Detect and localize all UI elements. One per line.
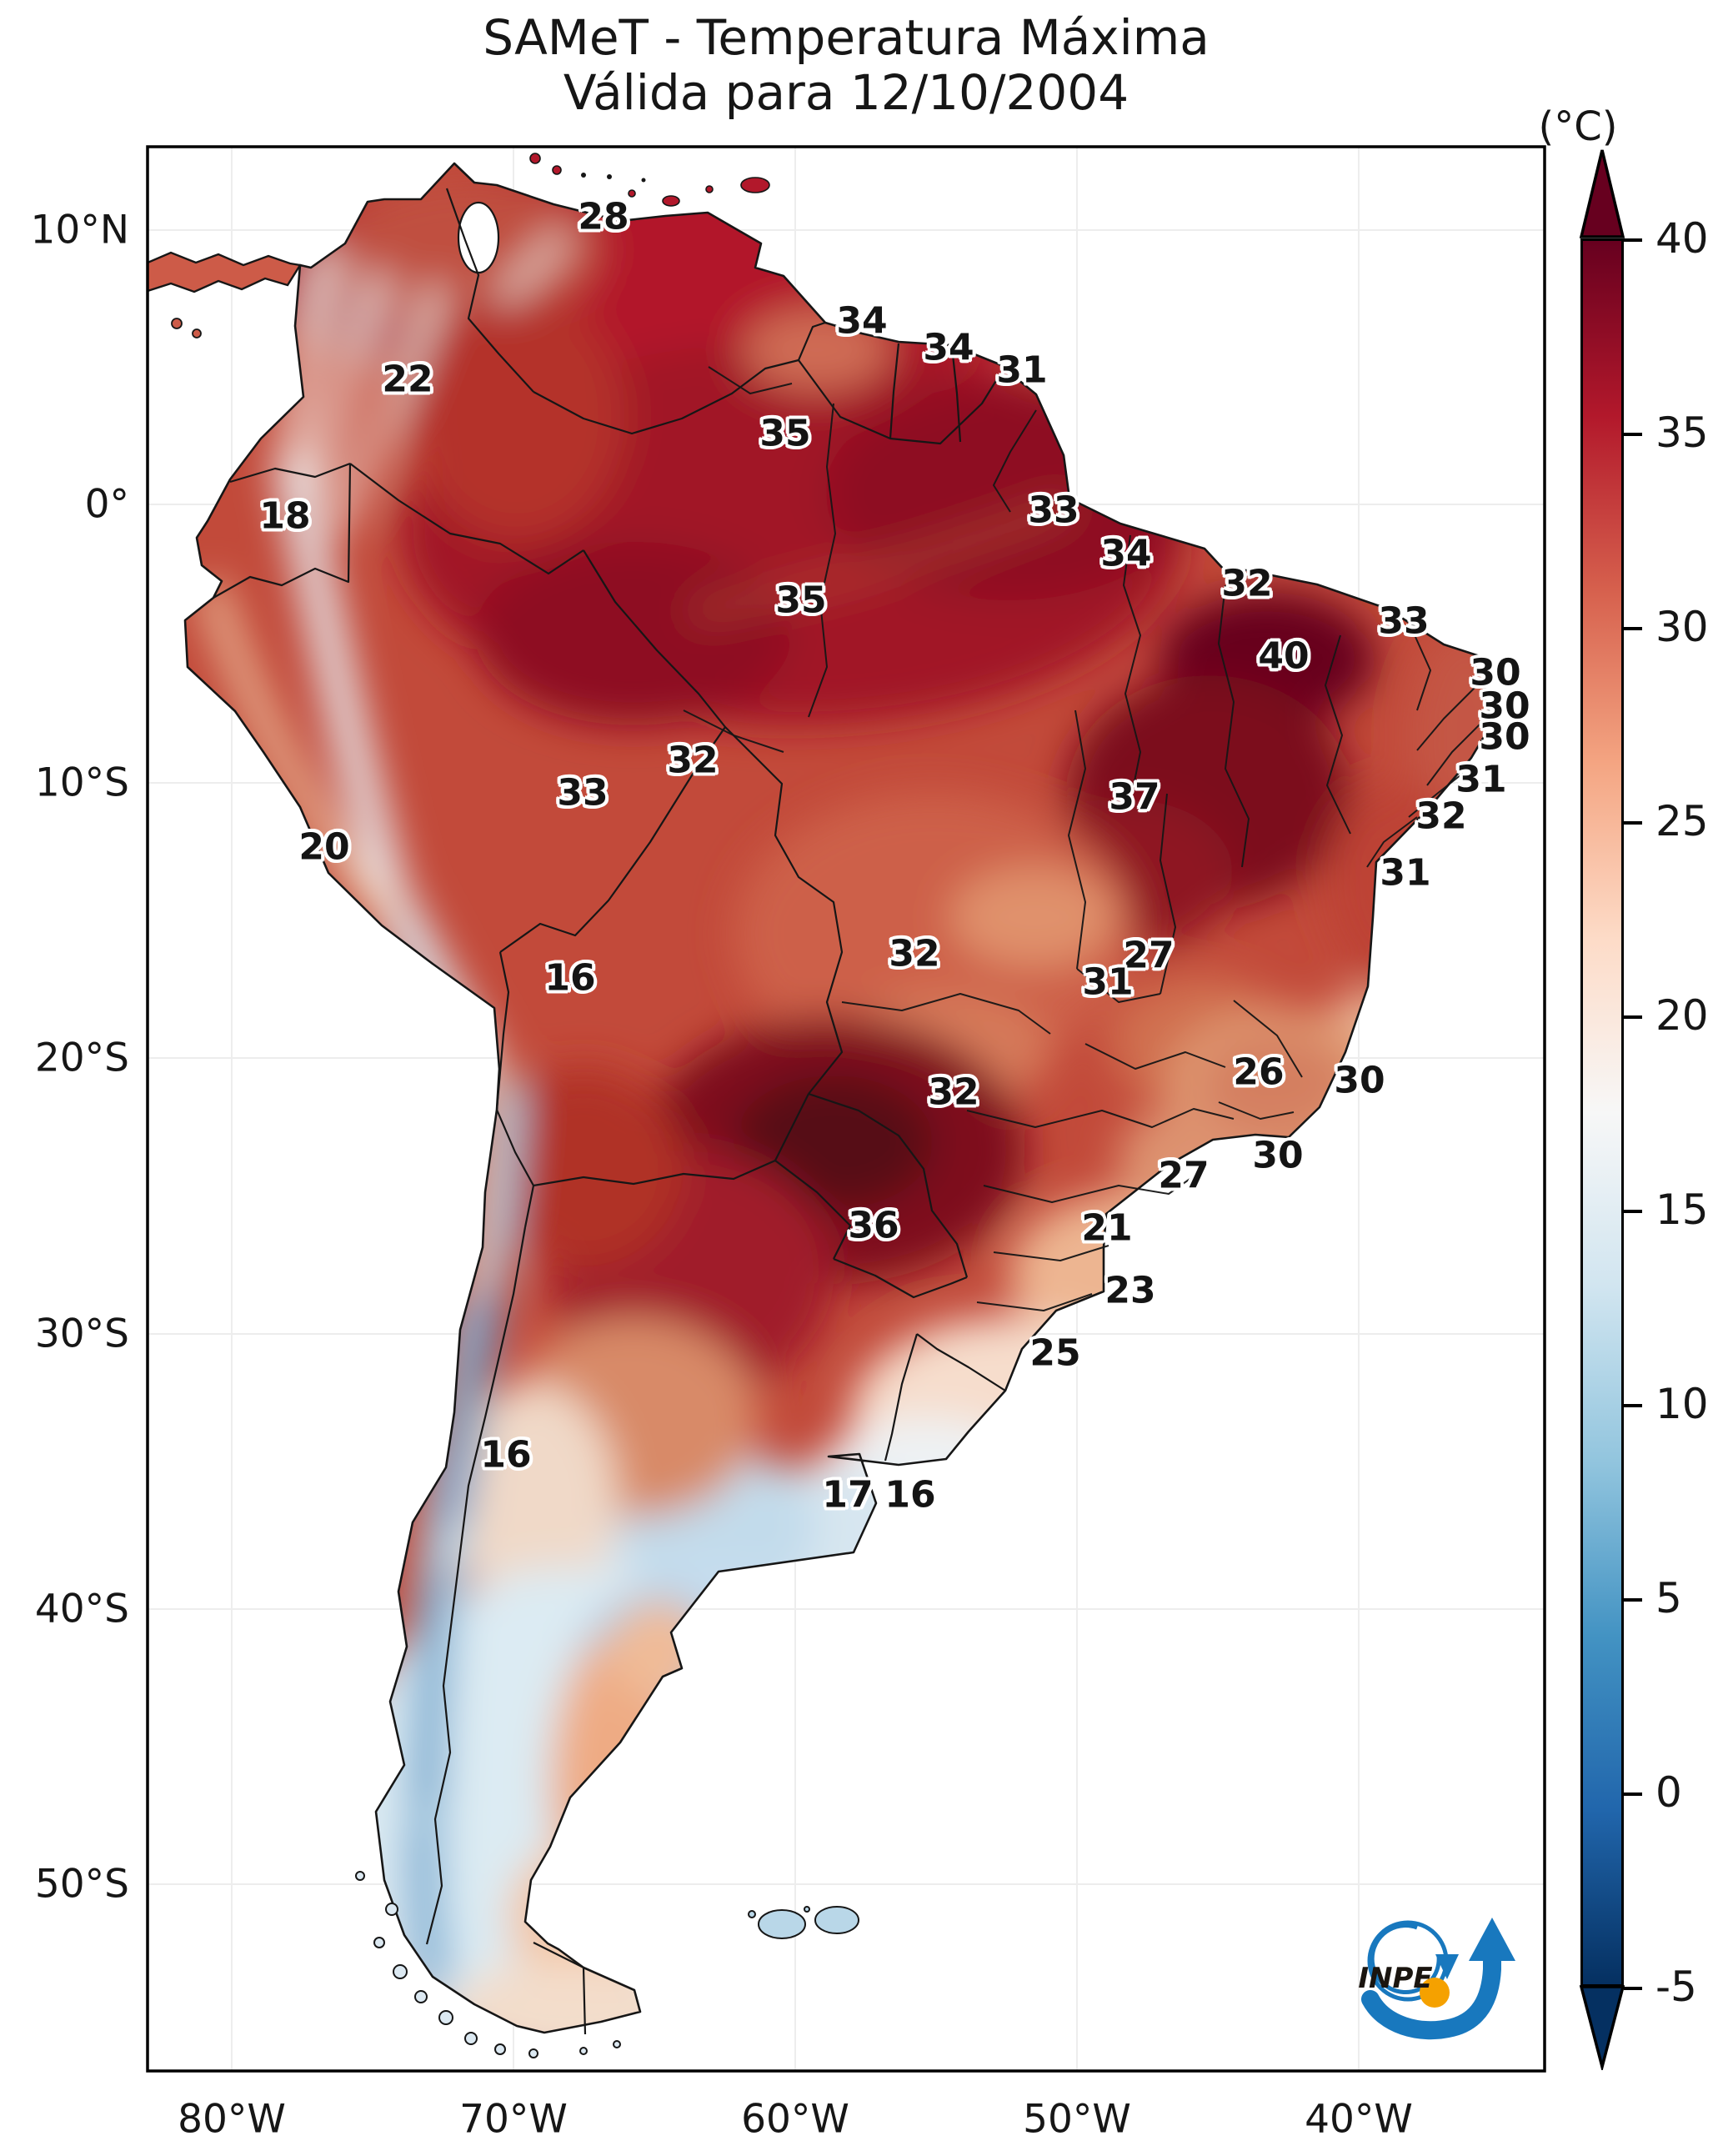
colorbar-tick-mark [1624,433,1642,436]
colorbar-tick-mark [1624,1987,1642,1990]
colorbar-bottom-arrow [1579,1985,1625,2070]
colorbar-tick-mark [1624,821,1642,825]
temp-label: 16 [480,1433,532,1477]
temp-label: 21 [1081,1206,1133,1250]
colorbar-tick-mark [1624,1210,1642,1213]
colorbar-tick-label: 5 [1655,1574,1682,1622]
temp-label: 34 [836,299,888,343]
temp-label: 32 [928,1070,979,1114]
temp-label: 33 [1378,599,1430,643]
temp-label: 17 [822,1473,874,1517]
colorbar-tick-label: 35 [1655,409,1709,457]
map-frame [146,145,1546,2073]
lon-tick-label: 50°W [1023,2096,1131,2143]
temp-label: 33 [1028,489,1079,532]
temp-label: 28 [578,195,629,238]
colorbar-tick-label: 10 [1655,1380,1709,1428]
colorbar-tick-label: 40 [1655,214,1709,263]
temp-label: 20 [298,825,350,869]
colorbar-tick-label: 0 [1655,1768,1682,1817]
colorbar-tick-mark [1624,1015,1642,1019]
temp-label: 40 [1258,634,1310,678]
temp-label: 36 [848,1204,899,1247]
temp-label: 31 [1082,960,1134,1004]
state-borders [683,366,1486,1311]
lat-tick-label: 40°S [34,1586,129,1632]
temp-label: 27 [1123,934,1175,977]
coastline [183,162,1493,2034]
colorbar-tick-label: 20 [1655,991,1709,1040]
temp-label: 34 [923,326,974,369]
colorbar-top-arrow [1579,149,1625,238]
colorbar-unit-label: (°C) [1538,103,1618,150]
colorbar-tick-mark [1624,1792,1642,1796]
temp-label: 32 [667,739,719,782]
temperature-field [185,163,1491,2033]
temp-label: 27 [1158,1154,1210,1197]
inpe-logo: INPE [1358,1918,1515,2040]
lon-tick-label: 60°W [741,2096,849,2143]
chart-title: SAMeT - Temperatura Máxima Válida para 1… [483,10,1210,120]
temp-label: 35 [759,412,811,455]
colorbar-tick-mark [1624,1404,1642,1407]
colorbar-tick-label: 25 [1655,797,1709,845]
temp-label: 31 [1455,758,1507,801]
temp-label: 32 [1415,795,1467,838]
temp-label: 18 [259,494,311,538]
temp-label: 26 [1233,1050,1285,1094]
colorbar-tick-label: 15 [1655,1186,1709,1234]
chart-title-line2: Válida para 12/10/2004 [563,64,1129,122]
temp-label: 37 [1109,775,1160,819]
fjord-islands [355,1871,621,2058]
lat-tick-label: 10°N [30,207,129,253]
colorbar-gradient [1580,238,1624,1987]
temp-label: 30 [1252,1134,1304,1177]
temp-label: 34 [1100,532,1152,575]
temp-label: 16 [884,1473,936,1517]
lat-tick-label: 0° [84,481,129,528]
lat-tick-label: 30°S [34,1311,129,1357]
temp-label: 16 [544,956,596,1000]
colorbar-tick-mark [1624,627,1642,630]
temp-label: 30 [1334,1059,1385,1102]
temp-label: 31 [996,348,1048,392]
lat-tick-label: 20°S [34,1035,129,1081]
falkland-islands [748,1906,859,1939]
central-america-strip [148,251,302,338]
inpe-logo-text: INPE [1358,1962,1432,1995]
caribbean-islands [529,153,770,207]
temp-label: 30 [1479,684,1530,728]
temp-label: 30 [1470,651,1521,694]
colorbar-tick-label: -5 [1655,1963,1697,2011]
temp-label: 23 [1104,1269,1156,1312]
national-borders [213,188,1006,2035]
temp-label: 33 [557,771,609,815]
temp-label: 30 [1479,715,1530,759]
temp-label: 31 [1380,851,1431,895]
lon-tick-label: 80°W [178,2096,286,2143]
colorbar-tick-mark [1624,238,1642,242]
temp-label: 22 [382,358,433,401]
lon-tick-label: 40°W [1305,2096,1413,2143]
colorbar-tick-mark [1624,1598,1642,1602]
temp-label: 32 [889,932,940,975]
temp-label: 32 [1221,562,1273,605]
lat-tick-label: 50°S [34,1861,129,1908]
lat-tick-label: 10°S [34,760,129,806]
temp-label: 25 [1029,1331,1081,1375]
chart-title-line1: SAMeT - Temperatura Máxima [483,9,1210,66]
colorbar-tick-label: 30 [1655,603,1709,651]
lon-tick-label: 70°W [459,2096,568,2143]
temp-label: 35 [775,579,827,622]
